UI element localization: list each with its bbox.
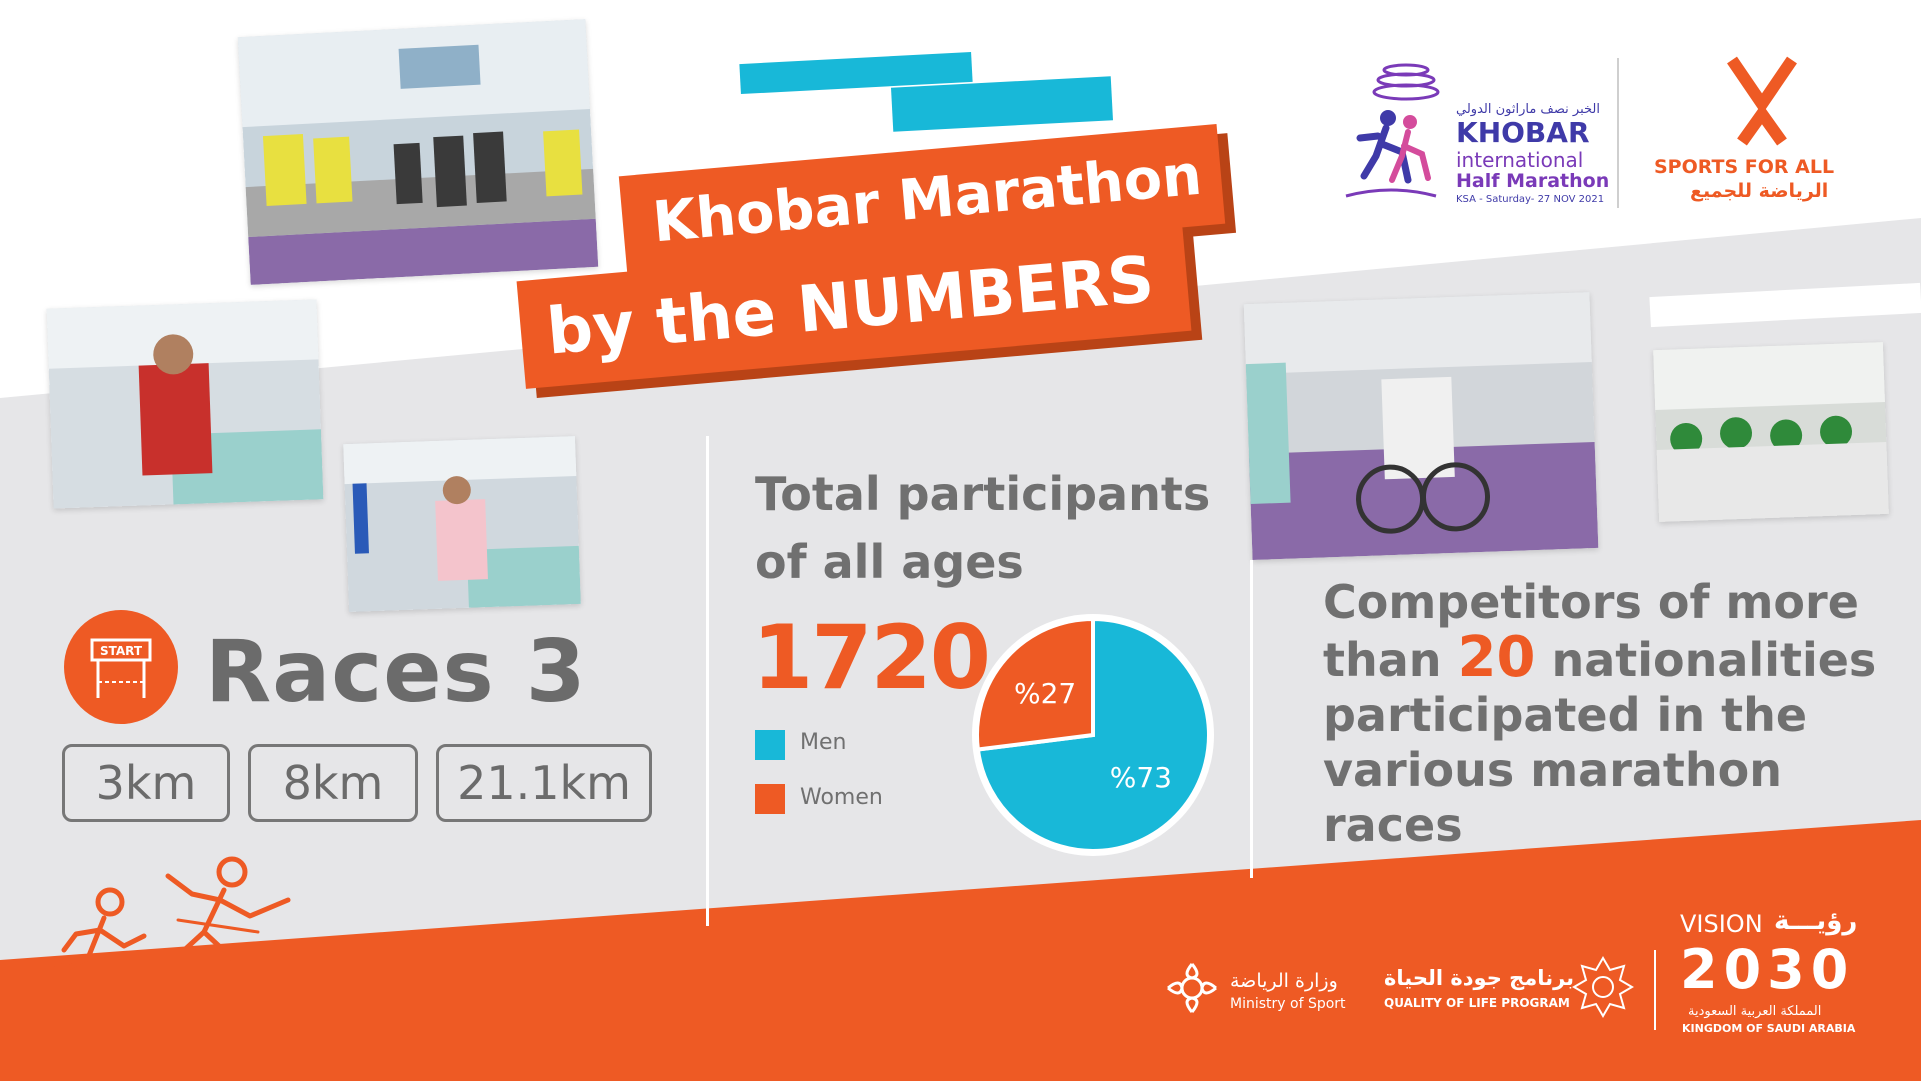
runners-icon xyxy=(39,856,291,1005)
participants-total: 1720 xyxy=(752,606,991,709)
ministry-emblem-icon xyxy=(1167,963,1217,1013)
sports-for-all-logo: SPORTS FOR ALL الرياضة للجميع xyxy=(1640,56,1880,206)
race-distance-8km: 8km xyxy=(248,744,418,822)
event-logo-line2: international xyxy=(1456,148,1584,172)
event-logo-arabic: الخبر نصف ماراثون الدولي xyxy=(1456,102,1600,117)
section-divider-1 xyxy=(706,436,709,926)
legend-men-swatch xyxy=(755,730,785,760)
pie-label-men: %73 xyxy=(1110,761,1172,794)
logo-divider xyxy=(1617,58,1619,208)
khobar-marathon-logo: الخبر نصف ماراثون الدولي KHOBAR internat… xyxy=(1336,56,1609,206)
start-gate-label: START xyxy=(100,644,143,658)
vision-label: VISION xyxy=(1680,910,1763,938)
race-distance-21km: 21.1km xyxy=(436,744,652,822)
legend-men-label: Men xyxy=(800,730,847,755)
sports-for-all-english: SPORTS FOR ALL xyxy=(1654,156,1835,178)
race-distance-3km: 3km xyxy=(62,744,230,822)
races-title: Races 3 xyxy=(205,622,587,722)
legend-women-label: Women xyxy=(800,785,883,810)
footer-divider xyxy=(1654,950,1656,1030)
ministry-arabic: وزارة الرياضة xyxy=(1230,970,1338,992)
ministry-english: Ministry of Sport xyxy=(1230,996,1346,1012)
photo-runners-group xyxy=(237,19,599,285)
sports-for-all-arabic: الرياضة للجميع xyxy=(1690,180,1829,202)
vision-arabic: رؤيـــة xyxy=(1774,906,1858,936)
pie-slice-women xyxy=(975,616,1095,752)
participants-title: Total participants of all ages xyxy=(755,467,1211,589)
legend-women-swatch xyxy=(755,784,785,814)
start-gate-icon: START xyxy=(64,610,178,724)
photo-runner-finish xyxy=(46,299,324,509)
pie-label-women: %27 xyxy=(1014,677,1076,710)
event-logo-line3: Half Marathon xyxy=(1456,170,1610,192)
photo-students xyxy=(1653,342,1889,522)
section-divider-2 xyxy=(1250,560,1253,878)
nationalities-text: Competitors of more than 20 nationalitie… xyxy=(1323,575,1883,853)
event-logo-date: KSA - Saturday- 27 NOV 2021 xyxy=(1456,194,1605,205)
nationalities-number: 20 xyxy=(1457,625,1536,690)
photo-runner-woman xyxy=(343,436,581,612)
nationalities-before: Competitors of more than xyxy=(1323,575,1859,687)
nationalities-after: nationalities participated in the variou… xyxy=(1323,633,1877,852)
sports-for-all-mark-icon xyxy=(1727,56,1797,146)
qol-arabic: برنامج جودة الحياة xyxy=(1384,966,1575,990)
event-logo-line1: KHOBAR xyxy=(1456,116,1590,149)
qol-emblem-icon xyxy=(1572,956,1634,1018)
kingdom-arabic: المملكة العربية السعودية xyxy=(1688,1004,1822,1019)
participants-pie-chart: %73 %27 xyxy=(972,614,1214,856)
qol-english: QUALITY OF LIFE PROGRAM xyxy=(1384,996,1570,1010)
kingdom-english: KINGDOM OF SAUDI ARABIA xyxy=(1682,1022,1856,1035)
photo-wheelchair xyxy=(1243,292,1599,560)
vision-year: 2030 xyxy=(1680,938,1855,1001)
marathon-runners-logo-icon xyxy=(1345,63,1440,198)
